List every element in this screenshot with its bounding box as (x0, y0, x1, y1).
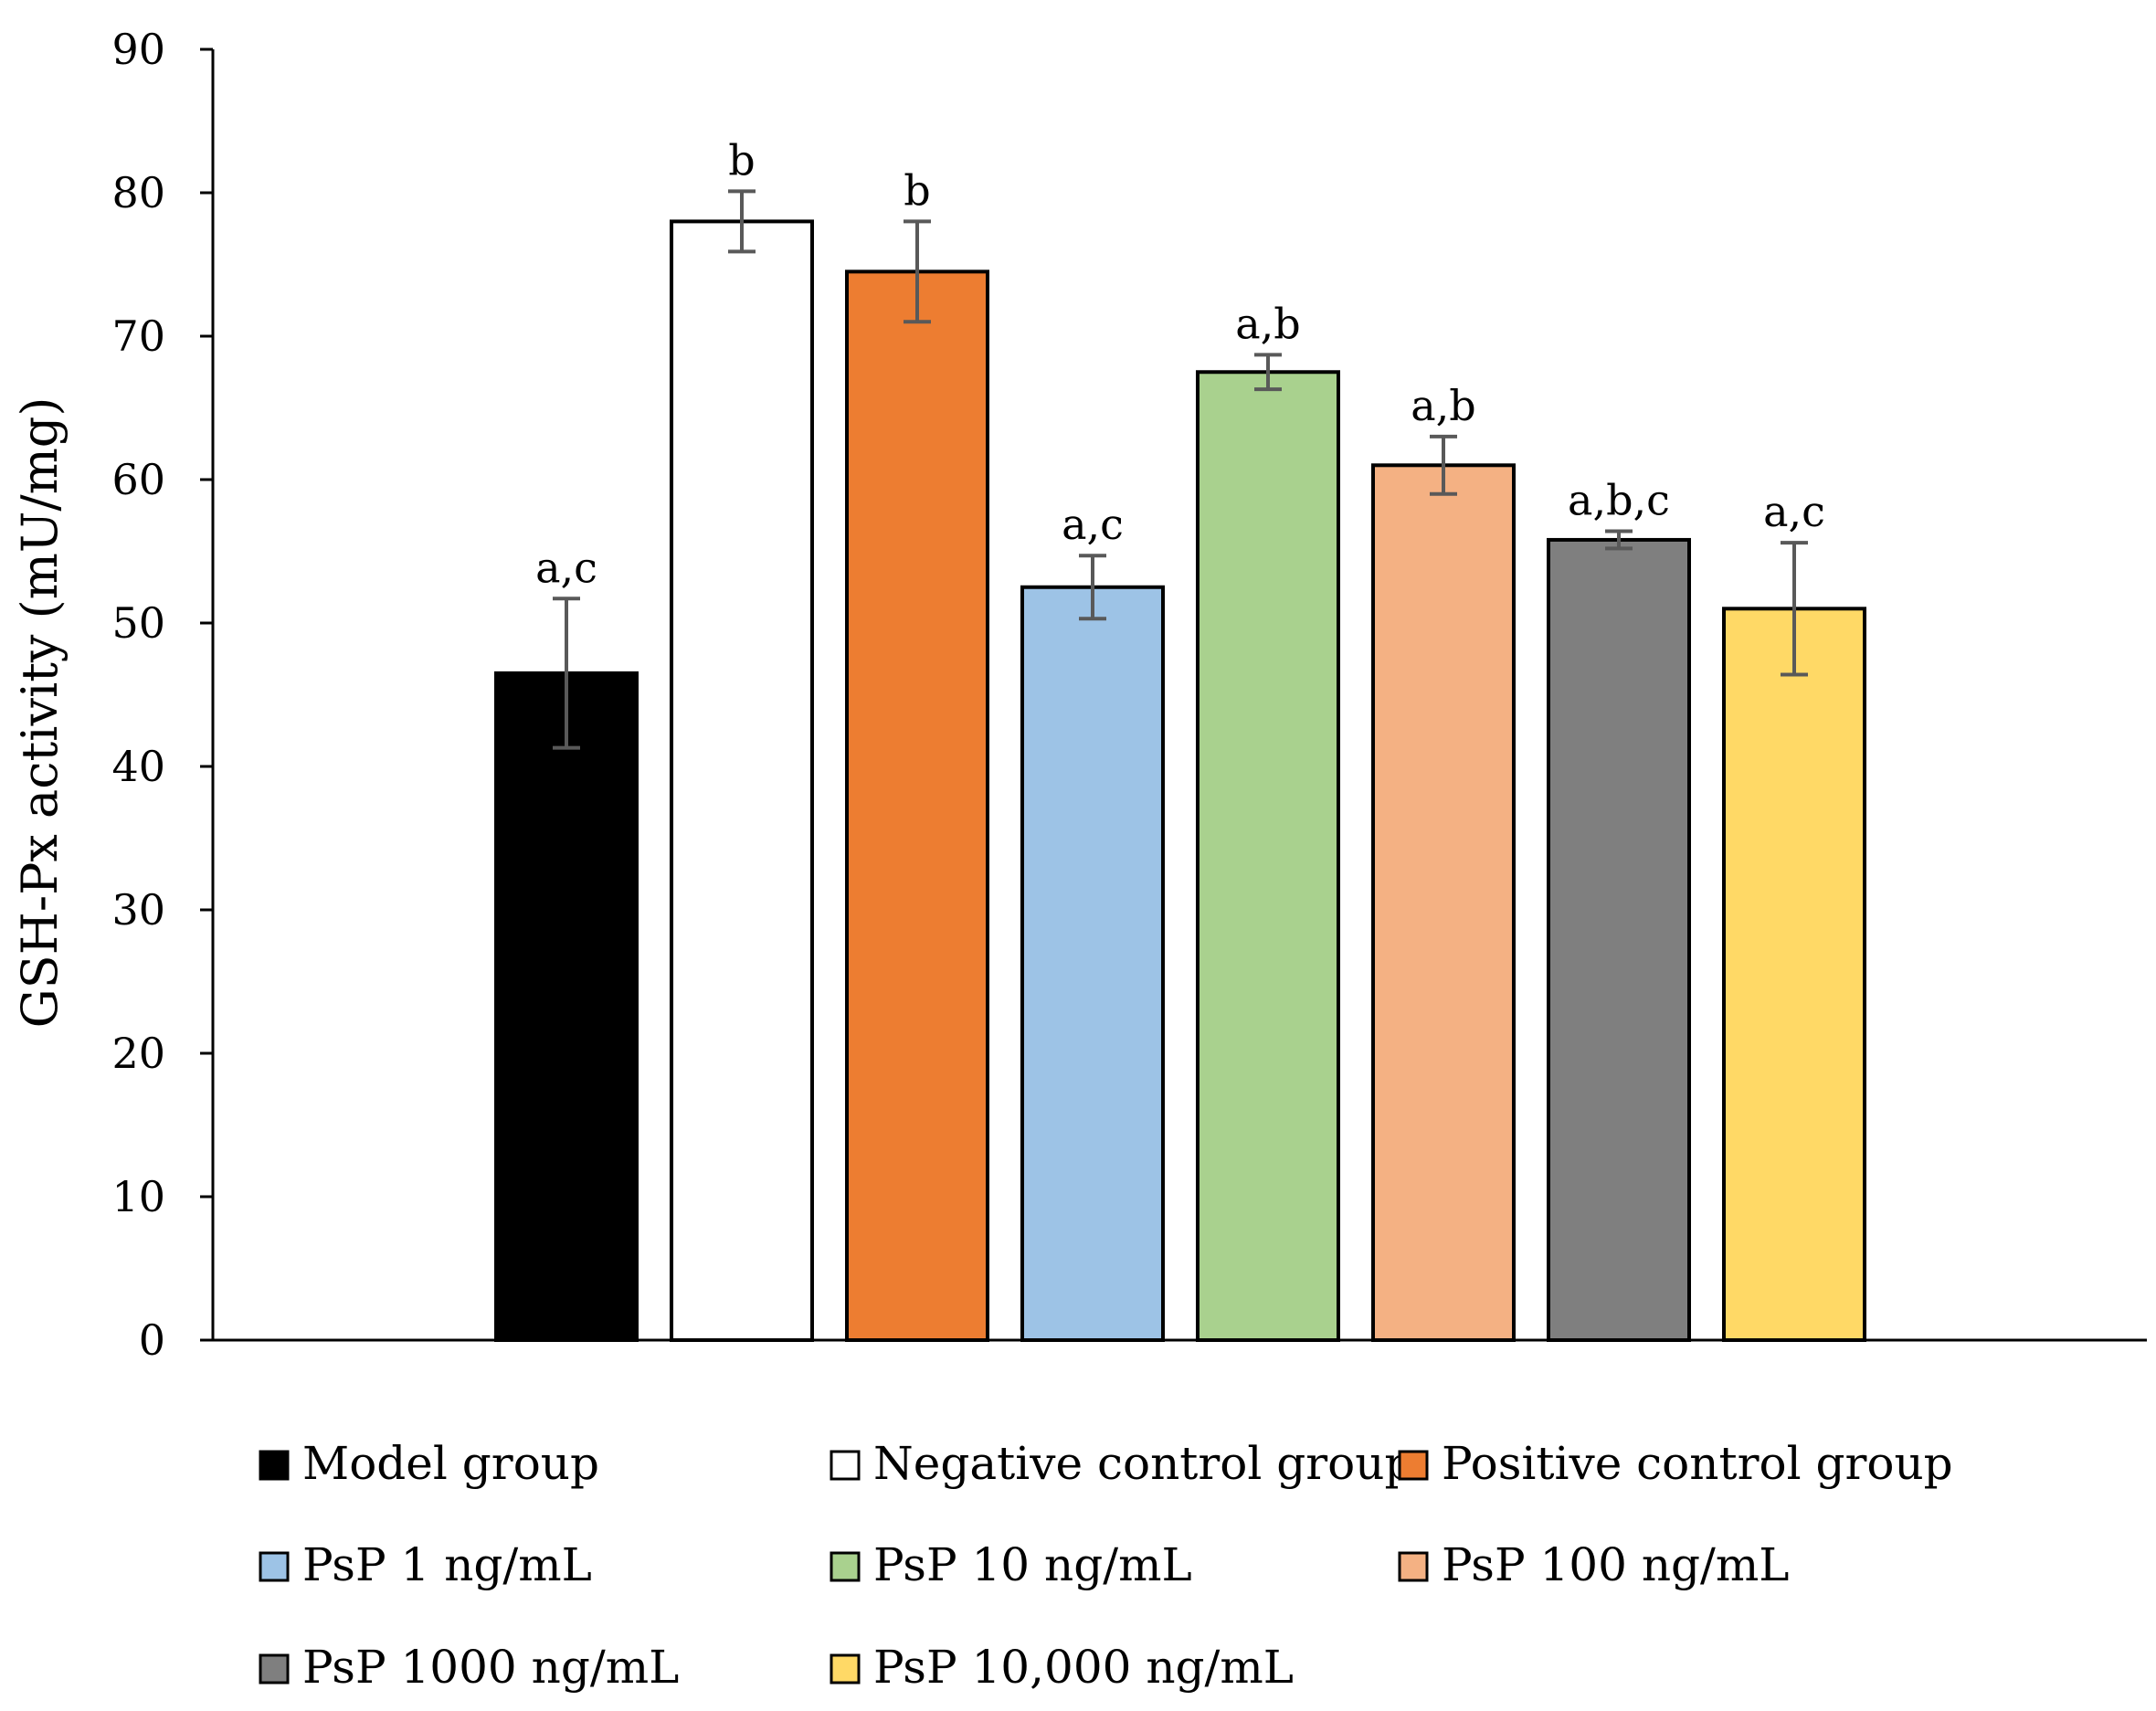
legend-item: Model group (259, 1437, 599, 1490)
legend-item: PsP 1000 ng/mL (259, 1641, 679, 1694)
y-tick-label: 50 (111, 598, 165, 648)
legend-item: PsP 1 ng/mL (259, 1538, 592, 1591)
bar (1722, 607, 1866, 1342)
significance-label: a,c (1062, 500, 1124, 549)
legend-label: PsP 100 ng/mL (1442, 1538, 1790, 1591)
error-bar (1079, 554, 1106, 621)
bar (670, 219, 814, 1342)
error-bar (1430, 434, 1457, 496)
legend-swatch (830, 1653, 861, 1685)
legend-item: PsP 10 ng/mL (830, 1538, 1192, 1591)
error-bar (1781, 541, 1808, 677)
bar (1196, 370, 1340, 1342)
y-tick-label: 20 (111, 1029, 165, 1078)
bar (1547, 537, 1691, 1342)
significance-label: a,c (1763, 487, 1825, 536)
bar (1371, 463, 1516, 1342)
bar (494, 671, 639, 1342)
significance-label: a,b (1235, 299, 1301, 348)
legend-swatch (1398, 1551, 1429, 1582)
error-bar (1605, 529, 1633, 551)
error-bar (553, 597, 580, 750)
bar (1020, 585, 1165, 1342)
bar (845, 269, 989, 1343)
y-tick-label: 90 (111, 25, 165, 74)
legend-item: Negative control group (830, 1437, 1413, 1490)
legend-swatch (1398, 1450, 1429, 1481)
significance-label: b (904, 165, 930, 215)
axes: 0 10 20 30 40 50 60 70 80 90 (111, 25, 2147, 1365)
legend-swatch (259, 1450, 290, 1481)
legend-label: Negative control group (873, 1437, 1413, 1490)
legend-label: PsP 1 ng/mL (302, 1538, 592, 1591)
y-tick-label: 30 (111, 885, 165, 935)
legend-label: PsP 1000 ng/mL (302, 1641, 679, 1694)
y-tick-label: 80 (111, 168, 165, 217)
legend-swatch (830, 1551, 861, 1582)
significance-label: a,b,c (1568, 476, 1670, 525)
significance-label: a,c (535, 543, 597, 592)
bars: a,c b b a,c a,b a,b a,b,c a,c (494, 135, 1866, 1343)
legend-label: Model group (302, 1437, 599, 1490)
y-tick-label: 10 (111, 1172, 165, 1221)
legend-label: PsP 10 ng/mL (873, 1538, 1192, 1591)
legend-item: PsP 10,000 ng/mL (830, 1641, 1294, 1694)
significance-label: a,b (1411, 381, 1476, 430)
y-tick-label: 60 (111, 455, 165, 504)
legend-swatch (259, 1653, 290, 1685)
legend-swatch (830, 1450, 861, 1481)
y-tick-label: 70 (111, 312, 165, 361)
legend-label: PsP 10,000 ng/mL (873, 1641, 1294, 1694)
significance-label: b (728, 135, 755, 185)
error-bar (728, 189, 756, 254)
legend-label: Positive control group (1442, 1437, 1953, 1490)
error-bar (904, 219, 931, 324)
y-tick-label: 40 (111, 742, 165, 791)
legend-swatch (259, 1551, 290, 1582)
y-tick-label: 0 (139, 1315, 165, 1365)
error-bar (1254, 353, 1282, 392)
legend-item: Positive control group (1398, 1437, 1953, 1490)
y-axis-title: GSH-Px activity (mU/mg) (11, 397, 69, 1029)
legend-item: PsP 100 ng/mL (1398, 1538, 1790, 1591)
legend: Model group Negative control group Positiv… (259, 1437, 1953, 1694)
